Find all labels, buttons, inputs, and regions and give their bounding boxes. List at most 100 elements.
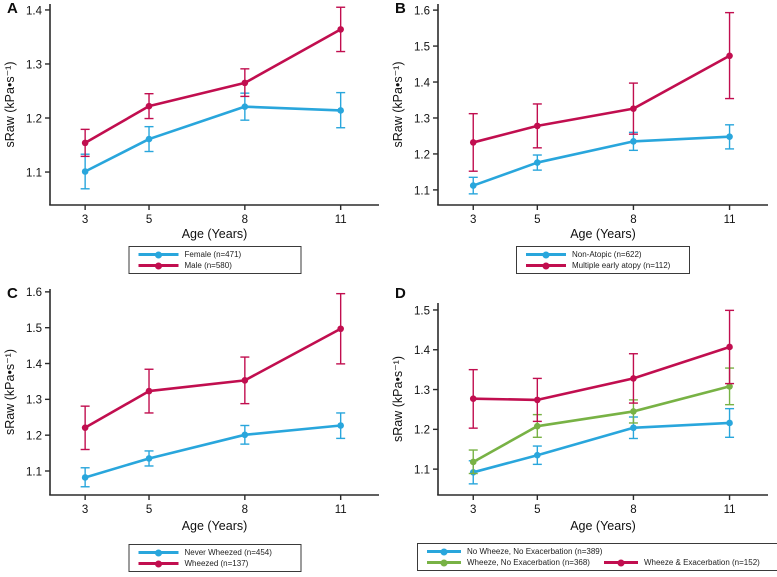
data-point-marker — [726, 383, 733, 390]
chart-plot-D: 1.1 1.2 1.3 1.4 1.5 3 5 8 11 sRaw (kPa•s⁻¹) Age (Y… — [391, 303, 768, 533]
legend-line-marker-icon — [138, 262, 179, 270]
series-line — [83, 327, 342, 429]
legend-label: Non-Atopic (n=622) — [572, 250, 642, 259]
data-point-marker — [241, 79, 249, 87]
panel-c: C 1.1 1.2 1.3 1.4 1.5 1.6 3 5 8 11 sRaw (kPa•s⁻¹) A… — [0, 285, 388, 577]
data-point-marker — [241, 431, 249, 439]
x-tick-label: 11 — [335, 214, 347, 226]
data-point-marker — [81, 168, 89, 175]
y-tick-label: 1.3 — [414, 113, 430, 125]
x-tick-label: 5 — [146, 214, 152, 226]
data-point-marker — [630, 138, 637, 145]
y-tick-label: 1.5 — [26, 323, 42, 335]
y-tick-label: 1.1 — [26, 167, 42, 179]
x-tick-label: 8 — [630, 504, 636, 516]
y-tick-label: 1.2 — [414, 149, 430, 161]
data-point-marker — [241, 103, 249, 110]
data-point-marker — [630, 408, 637, 415]
data-point-marker — [469, 458, 477, 466]
data-point-marker — [630, 105, 637, 112]
y-tick-label: 1.4 — [26, 5, 43, 17]
y-tick-label: 1.3 — [26, 59, 42, 71]
data-point-marker — [81, 474, 89, 481]
series-line — [471, 135, 731, 187]
x-tick-label: 8 — [242, 504, 248, 516]
y-tick-label: 1.3 — [414, 385, 430, 397]
y-tick-label: 1.2 — [26, 113, 42, 125]
y-tick-label: 1.1 — [414, 185, 430, 197]
y-axis-title: sRaw (kPa•s⁻¹) — [3, 62, 17, 148]
legend-label: Wheeze, No Exacerbation (n=368) — [467, 558, 590, 567]
data-point-marker — [337, 325, 344, 333]
legend-item: Female (n=471) — [138, 250, 241, 259]
x-tick-label: 3 — [470, 504, 476, 516]
panel-a: A 1.1 1.2 1.3 1.4 3 5 8 11 sRaw (kPa•s⁻¹) Age (Ye… — [0, 0, 388, 285]
data-point-marker — [630, 424, 637, 432]
data-point-marker — [726, 419, 733, 427]
chart-plot-A: 1.1 1.2 1.3 1.4 3 5 8 11 sRaw (kPa•s⁻¹) Age (Year… — [3, 4, 379, 241]
y-tick-label: 1.1 — [26, 466, 42, 478]
data-point-marker — [469, 139, 477, 146]
x-axis-title: Age (Years) — [570, 519, 636, 533]
legend-item: No Wheeze, No Exacerbation (n=389) — [427, 547, 602, 556]
panel-c-letter: C — [7, 285, 18, 302]
legend-b: Non-Atopic (n=622) Multiple early atopy (… — [516, 246, 690, 274]
x-axis-title: Age (Years) — [182, 227, 248, 241]
x-tick-label: 8 — [630, 214, 636, 226]
x-axis-title: Age (Years) — [182, 519, 248, 533]
data-point-marker — [534, 451, 541, 459]
series-line — [471, 385, 731, 464]
legend-item: Multiple early atopy (n=112) — [526, 261, 670, 270]
data-point-marker — [534, 422, 541, 430]
data-point-marker — [145, 455, 153, 462]
data-point-marker — [337, 26, 344, 33]
y-tick-label: 1.6 — [414, 5, 430, 17]
x-tick-label: 5 — [534, 504, 540, 516]
legend-d: No Wheeze, No Exacerbation (n=389) Wheeze… — [417, 543, 777, 571]
legend-label: Wheeze & Exacerbation (n=152) — [643, 558, 760, 567]
legend-item: Wheeze & Exacerbation (n=152) — [603, 558, 760, 567]
data-point-marker — [726, 52, 733, 60]
legend-item: Non-Atopic (n=622) — [526, 250, 642, 259]
x-tick-label: 11 — [335, 504, 347, 516]
legend-label: No Wheeze, No Exacerbation (n=389) — [467, 547, 603, 556]
legend-item: Wheezed (n=137) — [138, 559, 249, 568]
panel-a-letter: A — [7, 0, 18, 17]
legend-line-marker-icon — [138, 560, 179, 568]
data-point-marker — [337, 422, 344, 429]
x-tick-label: 5 — [534, 214, 540, 226]
series-line — [471, 421, 731, 474]
legend-a: Female (n=471) Male (n=580) — [128, 246, 302, 274]
x-tick-label: 11 — [724, 214, 736, 226]
data-point-marker — [145, 387, 153, 395]
legend-label: Multiple early atopy (n=112) — [572, 261, 671, 270]
legend-item: Never Wheezed (n=454) — [138, 548, 272, 557]
series-line — [471, 345, 731, 402]
legend-line-marker-icon — [427, 559, 461, 567]
x-tick-label: 3 — [82, 214, 88, 226]
data-point-marker — [337, 107, 344, 114]
y-tick-label: 1.5 — [414, 41, 430, 53]
y-tick-label: 1.2 — [26, 431, 42, 443]
x-tick-label: 3 — [470, 214, 476, 226]
y-tick-label: 1.4 — [414, 345, 431, 357]
data-point-marker — [241, 377, 249, 384]
legend-label: Never Wheezed (n=454) — [184, 548, 272, 557]
legend-line-marker-icon — [526, 251, 566, 259]
x-tick-label: 3 — [82, 504, 88, 516]
data-point-marker — [726, 343, 733, 351]
y-tick-label: 1.6 — [26, 287, 42, 299]
series-line — [83, 105, 342, 173]
legend-label: Wheezed (n=137) — [184, 559, 249, 568]
data-point-marker — [145, 135, 153, 143]
legend-line-marker-icon — [138, 251, 179, 259]
y-tick-label: 1.1 — [414, 465, 430, 477]
chart-plot-C: 1.1 1.2 1.3 1.4 1.5 1.6 3 5 8 11 sRaw (kPa•s⁻¹) Age… — [3, 287, 379, 533]
x-axis-title: Age (Years) — [570, 227, 636, 241]
data-point-marker — [726, 133, 733, 140]
y-tick-label: 1.3 — [26, 395, 42, 407]
series-line — [471, 54, 731, 144]
data-point-marker — [469, 182, 477, 189]
y-axis-title: sRaw (kPa•s⁻¹) — [3, 349, 17, 435]
